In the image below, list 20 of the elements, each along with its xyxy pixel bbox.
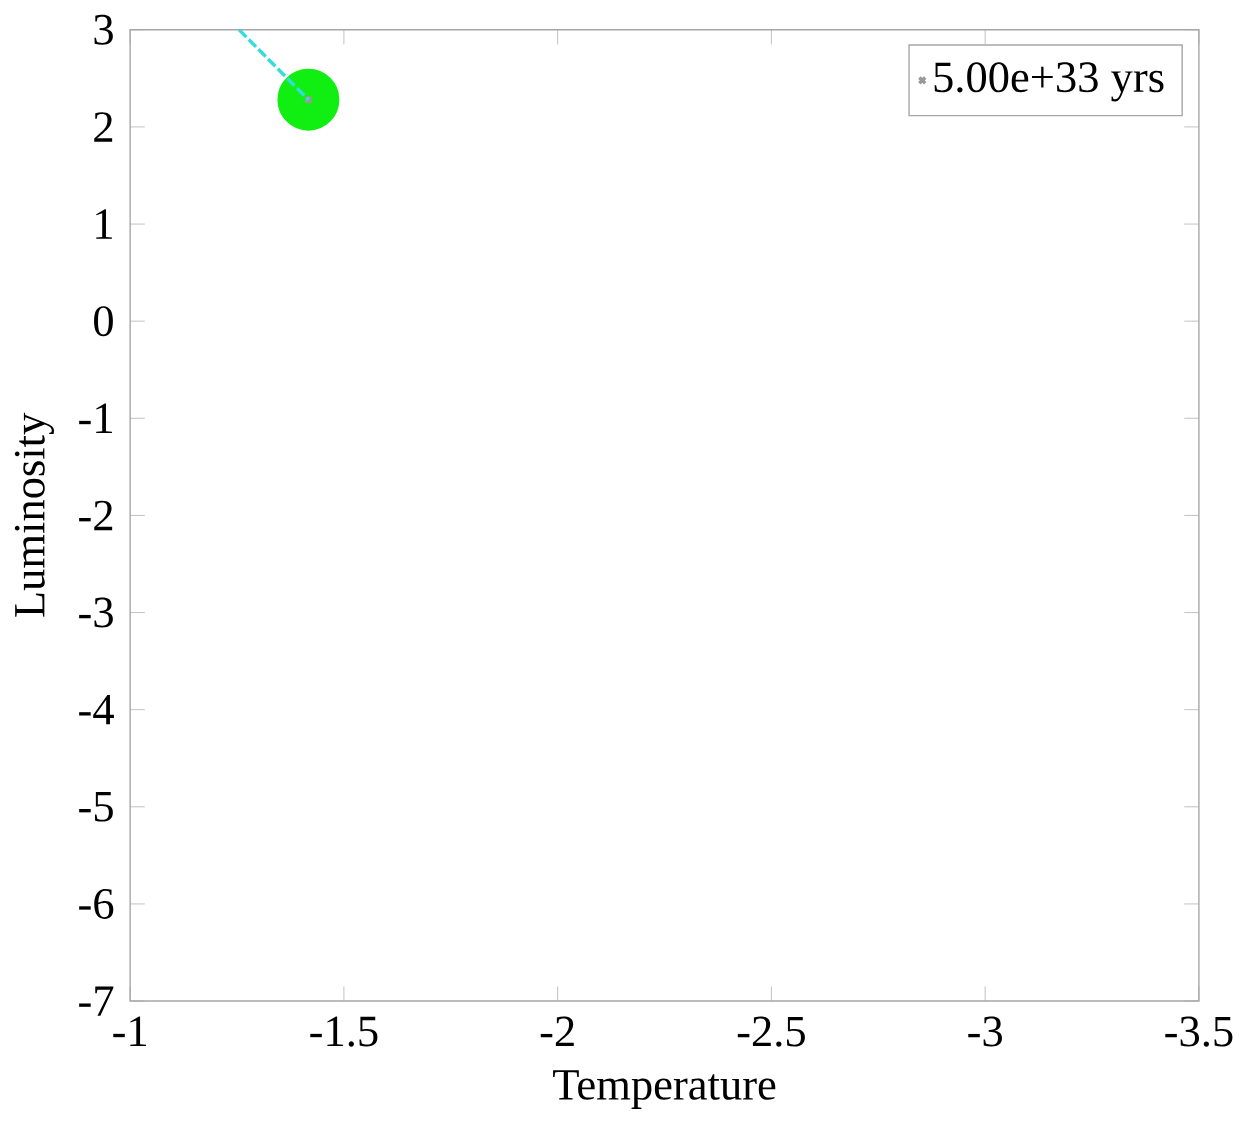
y-tick-label: -2 [79, 500, 113, 531]
y-tick-label: -4 [79, 695, 114, 725]
y-tick-label: 1 [96, 209, 112, 239]
y-tick-label: -7 [79, 986, 114, 1016]
x-tick-label: -1 [113, 1016, 147, 1047]
y-tick-label: -1 [79, 403, 112, 434]
y-tick-label: 2 [94, 112, 113, 142]
y-tick-label: 0 [94, 306, 113, 337]
y-tick-label: 3 [94, 14, 113, 45]
y-tick-label: -6 [79, 889, 114, 919]
x-tick-label: -3.5 [1165, 1016, 1233, 1047]
y-tick-label: -3 [79, 597, 113, 628]
x-tick-label: -3 [968, 1016, 1002, 1047]
x-tick-label: -1.5 [310, 1016, 378, 1047]
x-tick-label: -2 [540, 1016, 574, 1047]
x-axis-title: Temperature [553, 1070, 776, 1109]
y-axis-title: Luminosity [14, 412, 54, 617]
y-tick-label: -5 [79, 792, 113, 822]
legend-label: 5.00e+33 yrs [934, 62, 1164, 102]
x-tick-label: -2.5 [737, 1016, 805, 1047]
